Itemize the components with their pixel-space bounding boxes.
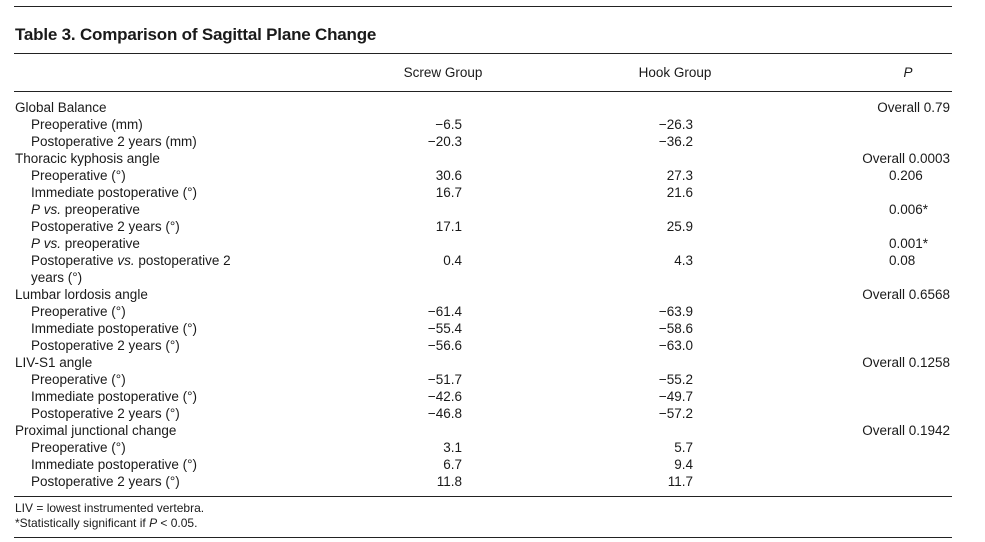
table-row-sub: Immediate postoperative (°) 6.7 9.4: [0, 456, 985, 473]
screw-group-value: 6.7: [443, 457, 462, 472]
hook-group-value: −55.2: [658, 372, 693, 387]
table-row-group: Global Balance Overall 0.79: [0, 99, 985, 116]
title-rule: [14, 53, 952, 54]
table-row-group: Proximal junctional change Overall 0.1942: [0, 422, 985, 439]
body-end-rule: [14, 496, 952, 497]
p-value: 0.08: [889, 253, 916, 268]
hook-group-value: −26.3: [658, 117, 693, 132]
column-header-p-value: P: [903, 65, 913, 80]
table-row-sub: Preoperative (°) −61.4 −63.9: [0, 303, 985, 320]
row-label: Postoperative 2 years (°): [31, 338, 180, 353]
table-row-group: LIV-S1 angle Overall 0.1258: [0, 354, 985, 371]
table-row-sub: Postoperative 2 years (°) 11.8 11.7: [0, 473, 985, 490]
row-label: Postoperative 2 years (°): [31, 474, 180, 489]
hook-group-value: 4.3: [674, 253, 693, 268]
hook-group-value: −63.0: [658, 338, 693, 353]
screw-group-value: −42.6: [427, 389, 462, 404]
table-body: Global Balance Overall 0.79 Preoperative (…: [0, 99, 985, 490]
table-row-sub: Postoperative 2 years (°) −46.8 −57.2: [0, 405, 985, 422]
screw-group-value: 30.6: [435, 168, 462, 183]
footnote-significance: *Statistically significant if P < 0.05.: [15, 516, 198, 530]
p-value: 0.206: [889, 168, 923, 183]
screw-group-value: −20.3: [427, 134, 462, 149]
table-row-sub: Postoperative 2 years (°) 17.1 25.9: [0, 218, 985, 235]
table-row-group: Lumbar lordosis angle Overall 0.6568: [0, 286, 985, 303]
hook-group-value: −57.2: [658, 406, 693, 421]
table-row-sub: Immediate postoperative (°) 16.7 21.6: [0, 184, 985, 201]
row-label: Postoperative vs. postoperative 2 years …: [31, 253, 231, 285]
row-label: Preoperative (°): [31, 372, 126, 387]
table-row-sub: Preoperative (°) 30.6 27.3 0.206: [0, 167, 985, 184]
hook-group-value: 5.7: [674, 440, 693, 455]
screw-group-value: −6.5: [435, 117, 462, 132]
column-header-screw-group: Screw Group: [403, 65, 483, 80]
header-rule: [14, 91, 952, 92]
hook-group-value: 21.6: [666, 185, 693, 200]
table-row-sub: Postoperative 2 years (mm) −20.3 −36.2: [0, 133, 985, 150]
p-value: Overall 0.6568: [862, 287, 950, 302]
row-label: Immediate postoperative (°): [31, 185, 197, 200]
row-label: Thoracic kyphosis angle: [15, 151, 160, 166]
row-label: Lumbar lordosis angle: [15, 287, 148, 302]
row-label: Global Balance: [15, 100, 107, 115]
row-label: Proximal junctional change: [15, 423, 177, 438]
hook-group-value: 9.4: [674, 457, 693, 472]
hook-group-value: −49.7: [658, 389, 693, 404]
hook-group-value: −58.6: [658, 321, 693, 336]
table-row-sub: Preoperative (mm) −6.5 −26.3: [0, 116, 985, 133]
hook-group-value: −63.9: [658, 304, 693, 319]
row-label: LIV-S1 angle: [15, 355, 93, 370]
row-label: P vs. preoperative: [31, 202, 140, 217]
hook-group-value: 27.3: [666, 168, 693, 183]
p-value: Overall 0.1942: [862, 423, 950, 438]
p-value: Overall 0.1258: [862, 355, 950, 370]
row-label: Postoperative 2 years (°): [31, 219, 180, 234]
screw-group-value: 16.7: [435, 185, 462, 200]
table-row-sub: Immediate postoperative (°) −42.6 −49.7: [0, 388, 985, 405]
table-row-sub: Postoperative 2 years (°) −56.6 −63.0: [0, 337, 985, 354]
p-value: Overall 0.79: [877, 100, 950, 115]
table-row-sub: Preoperative (°) 3.1 5.7: [0, 439, 985, 456]
row-label: Immediate postoperative (°): [31, 321, 197, 336]
top-rule: [14, 6, 952, 7]
table-title: Table 3. Comparison of Sagittal Plane Ch…: [15, 25, 377, 44]
footnote-liv: LIV = lowest instrumented vertebra.: [15, 501, 205, 515]
screw-group-value: −55.4: [427, 321, 462, 336]
row-label: Preoperative (°): [31, 440, 126, 455]
column-header-hook-group: Hook Group: [638, 65, 712, 80]
hook-group-value: 25.9: [666, 219, 693, 234]
table-row-sub: P vs. preoperative 0.001*: [0, 235, 985, 252]
row-label: Postoperative 2 years (mm): [31, 134, 197, 149]
row-label: Postoperative 2 years (°): [31, 406, 180, 421]
row-label: Immediate postoperative (°): [31, 389, 197, 404]
row-label: Preoperative (°): [31, 168, 126, 183]
bottom-rule: [14, 537, 952, 538]
table-row-sub: Postoperative vs. postoperative 2 years …: [0, 252, 985, 286]
row-label: P vs. preoperative: [31, 236, 140, 251]
hook-group-value: −36.2: [658, 134, 693, 149]
screw-group-value: −61.4: [427, 304, 462, 319]
screw-group-value: 0.4: [443, 253, 462, 268]
screw-group-value: 11.8: [436, 474, 462, 489]
table-row-sub: Immediate postoperative (°) −55.4 −58.6: [0, 320, 985, 337]
screw-group-value: −51.7: [427, 372, 462, 387]
p-value: 0.001*: [889, 236, 929, 251]
screw-group-value: 3.1: [443, 440, 462, 455]
screw-group-value: 17.1: [435, 219, 462, 234]
screw-group-value: −56.6: [427, 338, 462, 353]
row-label: Preoperative (mm): [31, 117, 143, 132]
table-row-group: Thoracic kyphosis angle Overall 0.0003: [0, 150, 985, 167]
hook-group-value: 11.7: [667, 474, 693, 489]
p-value: Overall 0.0003: [862, 151, 950, 166]
table-row-sub: Preoperative (°) −51.7 −55.2: [0, 371, 985, 388]
p-value: 0.006*: [889, 202, 929, 217]
screw-group-value: −46.8: [427, 406, 462, 421]
table-row-sub: P vs. preoperative 0.006*: [0, 201, 985, 218]
row-label: Immediate postoperative (°): [31, 457, 197, 472]
row-label: Preoperative (°): [31, 304, 126, 319]
